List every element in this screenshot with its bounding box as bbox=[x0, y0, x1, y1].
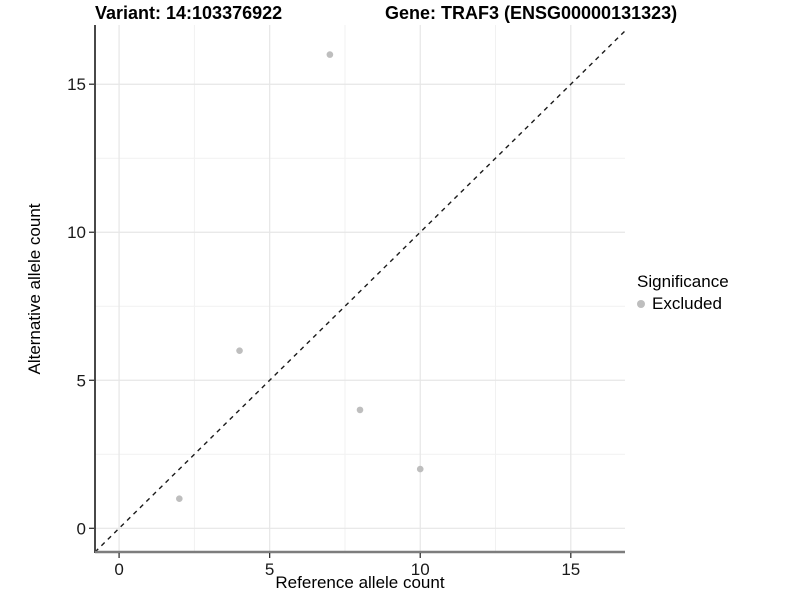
data-point bbox=[326, 51, 334, 58]
y-tick-label: 5 bbox=[77, 371, 86, 390]
legend-item-excluded: Excluded bbox=[637, 294, 729, 314]
gene-title: Gene: TRAF3 (ENSG00000131323) bbox=[385, 3, 678, 23]
legend: Significance Excluded bbox=[637, 272, 729, 314]
x-tick-label: 10 bbox=[411, 560, 430, 579]
y-tick-label: 15 bbox=[67, 75, 86, 94]
y-tick-label: 10 bbox=[67, 223, 86, 242]
data-point bbox=[236, 347, 243, 354]
data-point bbox=[356, 406, 364, 414]
data-point bbox=[176, 495, 183, 503]
x-tick-label: 5 bbox=[265, 560, 274, 579]
legend-title: Significance bbox=[637, 272, 729, 291]
x-tick-label: 15 bbox=[561, 560, 580, 579]
variant-title: Variant: 14:103376922 bbox=[95, 3, 283, 23]
x-tick-label: 0 bbox=[114, 560, 123, 579]
y-axis-label: Alternative allele count bbox=[25, 203, 44, 375]
x-axis-label: Reference allele count bbox=[275, 573, 445, 592]
y-tick-label: 0 bbox=[77, 519, 86, 538]
excluded-point-swatch-icon bbox=[637, 300, 645, 308]
legend-item-label: Excluded bbox=[652, 294, 722, 313]
identity-reference-line bbox=[94, 30, 626, 553]
data-point bbox=[416, 465, 424, 473]
